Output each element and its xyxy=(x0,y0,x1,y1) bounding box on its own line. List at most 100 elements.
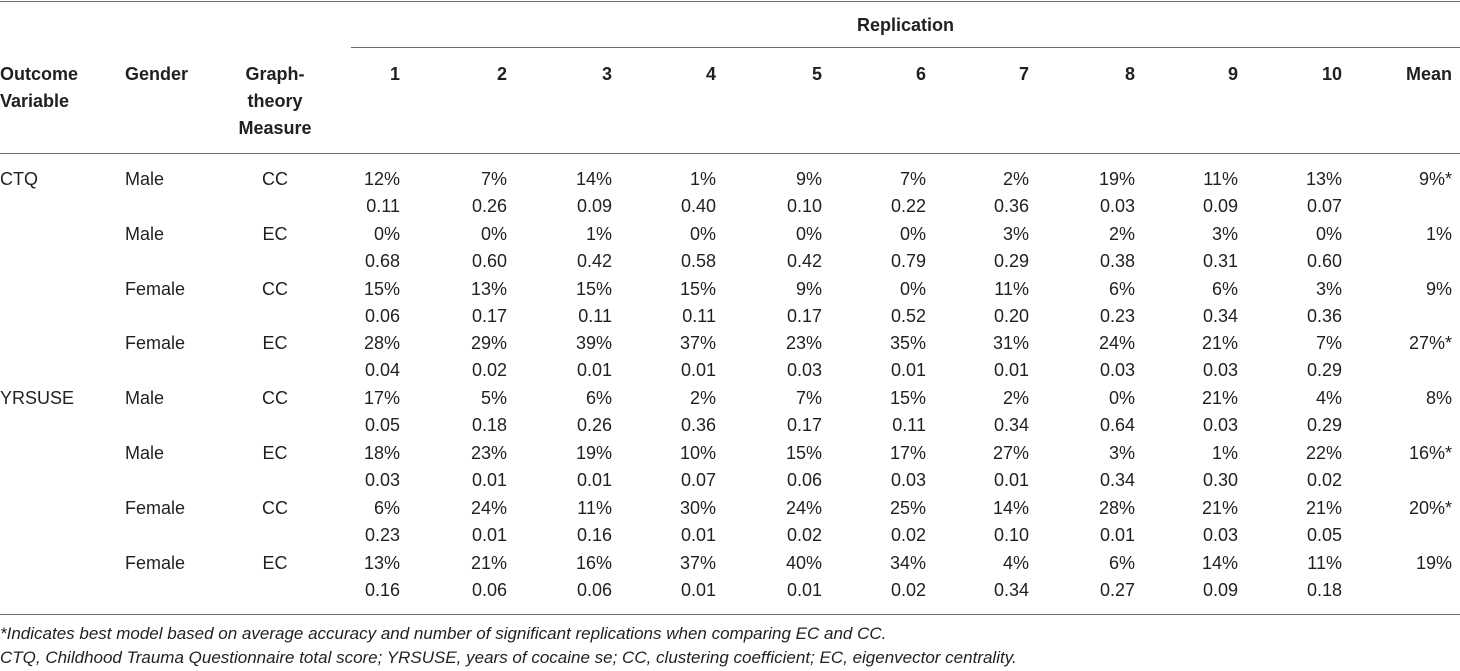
cell-accuracy: 29% xyxy=(470,333,507,353)
footnote-abbreviations: CTQ, Childhood Trauma Questionnaire tota… xyxy=(0,648,1017,667)
row-measure: EC xyxy=(262,553,288,573)
row-gender: Female xyxy=(125,279,186,299)
cell-accuracy: 14% xyxy=(992,498,1029,518)
cell-accuracy: 11% xyxy=(577,498,612,518)
cell-accuracy: 10% xyxy=(679,443,716,463)
col-header-rep-7: 7 xyxy=(1018,64,1029,84)
cell-p-value: 0.02 xyxy=(890,580,926,600)
cell-p-value: 0.11 xyxy=(366,196,400,216)
cell-p-value: 0.02 xyxy=(1306,470,1342,490)
row-outcome: YRSUSE xyxy=(0,388,75,408)
cell-mean: 1% xyxy=(1425,224,1452,244)
cell-p-value: 0.34 xyxy=(1099,470,1135,490)
cell-p-value: 0.58 xyxy=(680,251,716,271)
cell-accuracy: 21% xyxy=(1305,498,1342,518)
cell-accuracy: 0% xyxy=(795,224,822,244)
cell-p-value: 0.03 xyxy=(1202,415,1238,435)
cell-p-value: 0.64 xyxy=(1099,415,1135,435)
cell-accuracy: 0% xyxy=(1108,388,1135,408)
cell-accuracy: 7% xyxy=(1315,333,1342,353)
cell-accuracy: 21% xyxy=(1201,388,1238,408)
row-gender: Female xyxy=(125,553,186,573)
cell-p-value: 0.03 xyxy=(890,470,926,490)
cell-p-value: 0.11 xyxy=(682,306,716,326)
cell-mean: 8% xyxy=(1425,388,1452,408)
cell-accuracy: 2% xyxy=(1108,224,1135,244)
cell-accuracy: 2% xyxy=(1002,388,1029,408)
row-measure: CC xyxy=(262,279,288,299)
cell-p-value: 0.01 xyxy=(1099,525,1135,545)
cell-accuracy: 0% xyxy=(899,224,926,244)
cell-accuracy: 7% xyxy=(795,388,822,408)
cell-p-value: 0.16 xyxy=(364,580,400,600)
cell-accuracy: 0% xyxy=(1315,224,1342,244)
row-gender: Male xyxy=(125,224,165,244)
cell-p-value: 0.16 xyxy=(576,525,612,545)
col-header-rep-10: 10 xyxy=(1321,64,1342,84)
cell-accuracy: 25% xyxy=(889,498,926,518)
cell-p-value: 0.06 xyxy=(786,470,822,490)
cell-p-value: 0.01 xyxy=(680,580,716,600)
cell-accuracy: 14% xyxy=(1201,553,1238,573)
cell-mean: 19% xyxy=(1415,553,1452,573)
cell-p-value: 0.26 xyxy=(576,415,612,435)
cell-accuracy: 14% xyxy=(575,169,612,189)
cell-p-value: 0.17 xyxy=(786,306,822,326)
cell-p-value: 0.09 xyxy=(1202,580,1238,600)
cell-p-value: 0.23 xyxy=(364,525,400,545)
cell-accuracy: 3% xyxy=(1315,279,1342,299)
replication-rule xyxy=(351,47,1460,48)
cell-accuracy: 6% xyxy=(585,388,612,408)
cell-p-value: 0.34 xyxy=(1202,306,1238,326)
cell-p-value: 0.05 xyxy=(364,415,400,435)
cell-accuracy: 0% xyxy=(480,224,507,244)
cell-accuracy: 1% xyxy=(585,224,612,244)
cell-p-value: 0.22 xyxy=(890,196,926,216)
row-measure: EC xyxy=(262,224,288,244)
cell-p-value: 0.04 xyxy=(364,360,400,380)
cell-accuracy: 39% xyxy=(575,333,612,353)
cell-p-value: 0.18 xyxy=(1306,580,1342,600)
cell-p-value: 0.05 xyxy=(1306,525,1342,545)
cell-accuracy: 16% xyxy=(575,553,612,573)
cell-p-value: 0.07 xyxy=(1306,196,1342,216)
cell-p-value: 0.01 xyxy=(576,470,612,490)
cell-accuracy: 35% xyxy=(889,333,926,353)
cell-p-value: 0.01 xyxy=(680,525,716,545)
cell-p-value: 0.01 xyxy=(786,580,822,600)
cell-accuracy: 17% xyxy=(363,388,400,408)
cell-accuracy: 13% xyxy=(1305,169,1342,189)
col-header-outcome: Outcome Variable xyxy=(0,64,79,111)
cell-accuracy: 4% xyxy=(1315,388,1342,408)
cell-p-value: 0.06 xyxy=(471,580,507,600)
col-header-rep-3: 3 xyxy=(601,64,612,84)
cell-p-value: 0.01 xyxy=(890,360,926,380)
cell-p-value: 0.38 xyxy=(1099,251,1135,271)
cell-p-value: 0.36 xyxy=(993,196,1029,216)
col-header-rep-1: 1 xyxy=(389,64,400,84)
cell-accuracy: 17% xyxy=(889,443,926,463)
replication-header: Replication xyxy=(856,15,954,35)
cell-p-value: 0.03 xyxy=(1202,525,1238,545)
table-top-rule xyxy=(0,1,1460,2)
cell-mean: 20%* xyxy=(1408,498,1452,518)
cell-accuracy: 37% xyxy=(679,553,716,573)
cell-p-value: 0.03 xyxy=(1099,196,1135,216)
cell-accuracy: 0% xyxy=(899,279,926,299)
cell-accuracy: 28% xyxy=(363,333,400,353)
cell-mean: 16%* xyxy=(1408,443,1452,463)
cell-p-value: 0.31 xyxy=(1202,251,1238,271)
cell-p-value: 0.01 xyxy=(680,360,716,380)
cell-p-value: 0.01 xyxy=(471,525,507,545)
cell-accuracy: 21% xyxy=(470,553,507,573)
row-gender: Male xyxy=(125,443,165,463)
row-outcome: CTQ xyxy=(0,169,38,189)
cell-accuracy: 0% xyxy=(373,224,400,244)
cell-accuracy: 24% xyxy=(470,498,507,518)
cell-accuracy: 28% xyxy=(1098,498,1135,518)
col-header-rep-2: 2 xyxy=(496,64,507,84)
cell-p-value: 0.29 xyxy=(1306,415,1342,435)
cell-accuracy: 9% xyxy=(795,169,822,189)
cell-accuracy: 12% xyxy=(363,169,400,189)
row-measure: CC xyxy=(262,388,288,408)
